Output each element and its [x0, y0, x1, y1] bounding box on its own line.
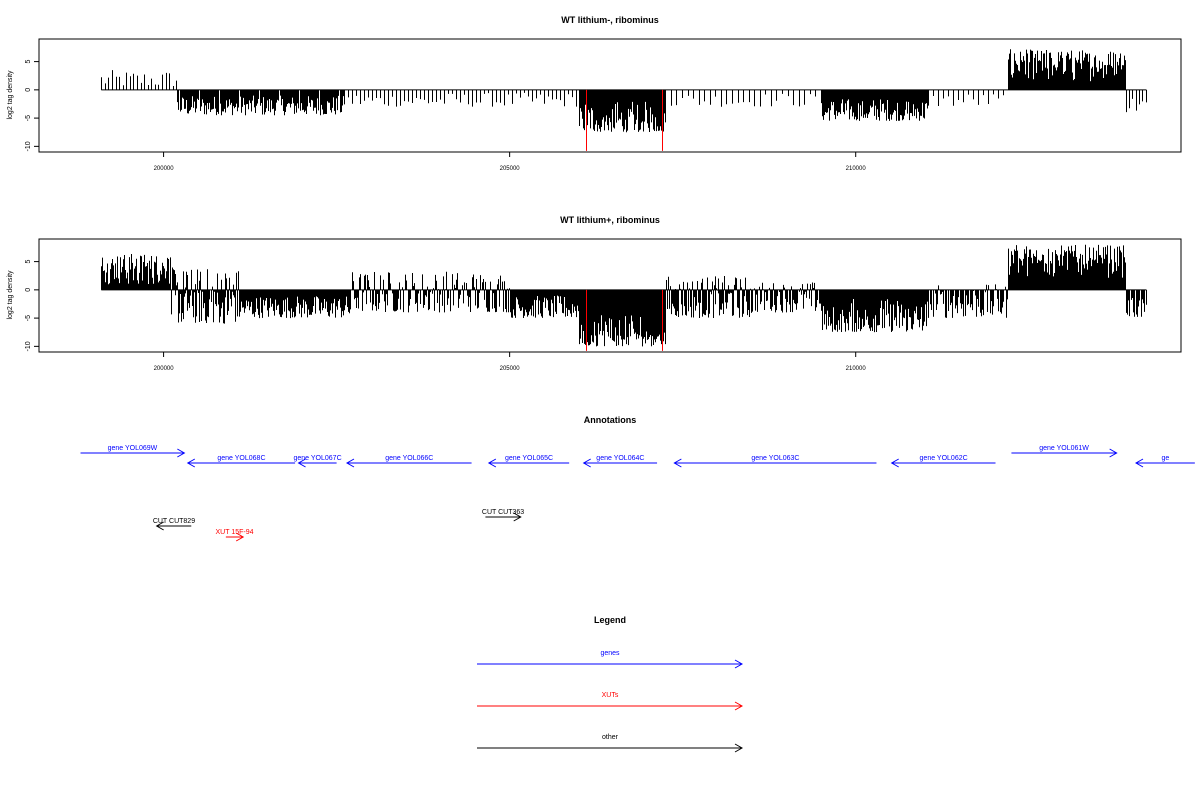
- gene-arrow-head: [487, 458, 497, 468]
- panel-1-highlight-bars: [586, 89, 663, 151]
- legend-arrow-head: [734, 743, 744, 753]
- legend-panel: Legend genes XUTs other: [477, 615, 744, 753]
- xut-arrow-head: [235, 532, 245, 542]
- track-panel-2: WT lithium+, ribominus log2 tag density …: [7, 215, 1182, 372]
- y-tick-label: -5: [25, 115, 32, 121]
- gene-label: ge: [1162, 455, 1170, 462]
- cut-arrow-head: [155, 521, 164, 531]
- gene-arrow-head: [890, 458, 899, 468]
- gene-label: gene YOL062C: [920, 455, 968, 462]
- cut-label: CUT CUT363: [482, 509, 524, 516]
- gene-label: gene YOL068C: [217, 455, 265, 462]
- track-panel-1: WT lithium-, ribominus log2 tag density …: [7, 15, 1182, 172]
- legend-arrow-head: [734, 659, 744, 669]
- y-tick-label: 5: [25, 260, 32, 264]
- gene-label: gene YOL061W: [1039, 445, 1089, 452]
- gene-label: gene YOL065C: [505, 455, 553, 462]
- gene-arrow-head: [582, 458, 591, 468]
- panel-2-highlight-bars: [586, 289, 663, 351]
- y-tick-label: 0: [25, 88, 32, 92]
- gene-label: gene YOL063C: [751, 455, 799, 462]
- y-tick-label: 0: [25, 288, 32, 292]
- gene-arrow-head: [1109, 448, 1118, 458]
- panel-1-title: WT lithium-, ribominus: [561, 15, 659, 25]
- legend-label: genes: [600, 650, 620, 657]
- legend-arrow-head: [734, 701, 744, 711]
- cut-arrow-head: [513, 512, 522, 522]
- panel-1-frame: [38, 38, 1182, 153]
- x-tick-label: 210000: [846, 366, 867, 372]
- gene-arrow-head: [297, 458, 306, 468]
- x-tick-label: 200000: [154, 366, 175, 372]
- legend-title: Legend: [594, 615, 626, 625]
- legend-label: XUTs: [602, 692, 619, 699]
- cut-label: CUT CUT829: [153, 518, 195, 525]
- x-tick-label: 200000: [154, 166, 175, 172]
- annotation-features: gene YOL069W gene YOL068C gene YOL067C gene…: [80, 445, 1195, 542]
- panel-2-yticks: -10 -5 0 5: [25, 260, 39, 351]
- y-tick-label: -5: [25, 315, 32, 321]
- panel-1-xticks: 200000 205000 210000: [154, 152, 867, 172]
- xut-label: XUT 15F-94: [216, 529, 254, 536]
- gene-label: gene YOL067C: [294, 455, 342, 462]
- x-tick-label: 205000: [500, 166, 521, 172]
- gene-label: gene YOL066C: [385, 455, 433, 462]
- x-tick-label: 210000: [846, 166, 867, 172]
- gene-arrow-head: [345, 458, 355, 468]
- gene-arrow-head: [186, 458, 196, 468]
- panel-1-bars: [101, 49, 1147, 133]
- y-tick-label: -10: [25, 341, 32, 351]
- gene-arrow-head: [673, 458, 682, 468]
- legend-label: other: [602, 734, 619, 741]
- panel-1-ylabel: log2 tag density: [7, 70, 14, 120]
- panel-1-yticks: -10 -5 0 5: [25, 60, 39, 151]
- panel-2-bars: [101, 244, 1147, 347]
- annotations-title: Annotations: [584, 415, 637, 425]
- panel-2-ylabel: log2 tag density: [7, 270, 14, 320]
- gene-arrow-head: [1135, 458, 1144, 468]
- x-tick-label: 205000: [500, 366, 521, 372]
- y-tick-label: -10: [25, 141, 32, 151]
- panel-2-title: WT lithium+, ribominus: [560, 215, 660, 225]
- gene-label: gene YOL069W: [108, 445, 158, 452]
- y-tick-label: 5: [25, 60, 32, 64]
- gene-label: gene YOL064C: [596, 455, 644, 462]
- legend-items: genes XUTs other: [477, 650, 744, 753]
- gene-arrow-head: [177, 448, 186, 458]
- panel-2-xticks: 200000 205000 210000: [154, 352, 867, 372]
- panel-2-frame: [38, 238, 1182, 353]
